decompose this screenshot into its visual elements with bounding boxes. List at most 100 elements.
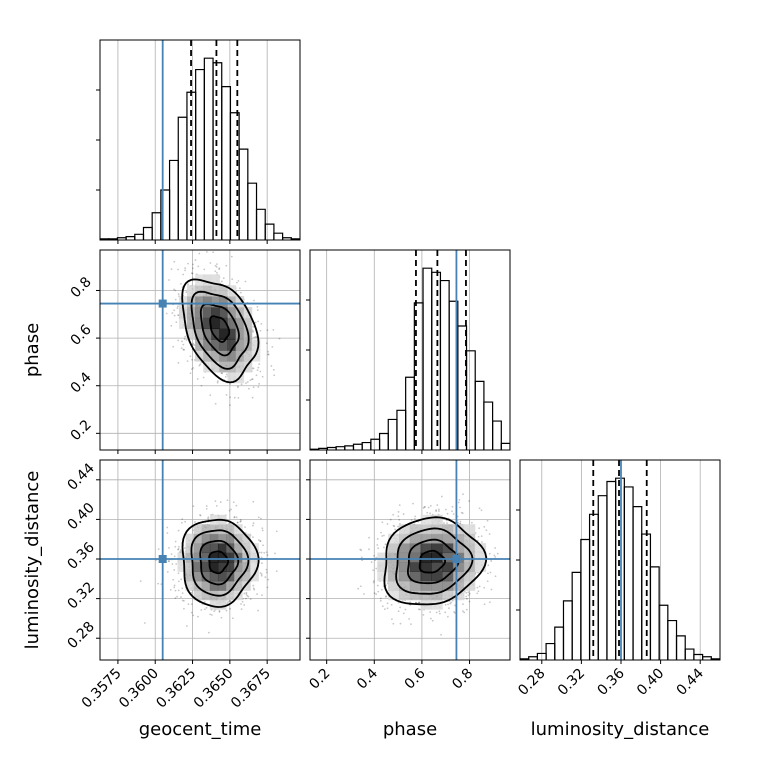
sample-point xyxy=(381,521,384,524)
density-cell xyxy=(219,328,228,340)
density-cell xyxy=(193,543,203,554)
sample-point xyxy=(230,508,232,511)
sample-point xyxy=(259,540,262,542)
sample-point xyxy=(214,270,217,273)
density-cell xyxy=(243,350,253,362)
sample-point xyxy=(252,325,255,328)
sample-point xyxy=(207,517,209,520)
sample-point xyxy=(181,592,184,595)
sample-point xyxy=(240,603,242,605)
sample-point xyxy=(248,387,250,390)
density-cell xyxy=(463,524,476,535)
sample-point xyxy=(436,504,439,506)
sample-point xyxy=(438,610,441,613)
sample-point xyxy=(229,383,231,385)
density-cell xyxy=(185,543,195,554)
sample-point xyxy=(243,604,246,606)
sample-point xyxy=(170,268,173,271)
sample-point xyxy=(427,506,430,509)
sample-point xyxy=(265,551,268,554)
sample-point xyxy=(448,607,450,609)
sample-point xyxy=(187,283,190,286)
sample-point xyxy=(218,610,221,612)
sample-point xyxy=(252,367,255,370)
density-cell xyxy=(431,590,443,601)
contour-line xyxy=(418,549,446,574)
density-cell xyxy=(242,533,251,544)
sample-point xyxy=(397,515,400,518)
sample-point xyxy=(429,504,432,507)
sample-point xyxy=(213,610,216,613)
sample-point xyxy=(477,571,479,574)
sample-point xyxy=(490,588,493,591)
sample-point xyxy=(233,516,236,518)
density-cell xyxy=(227,306,237,319)
density-cell xyxy=(242,580,251,591)
sample-point xyxy=(198,252,201,255)
sample-point xyxy=(376,538,379,540)
sample-point xyxy=(221,372,223,375)
sample-point xyxy=(422,613,425,616)
sample-point xyxy=(252,536,254,539)
density-cell xyxy=(388,561,400,572)
sample-point xyxy=(457,501,460,504)
hist-bar xyxy=(125,235,136,240)
density-cell xyxy=(219,339,228,351)
density-cell xyxy=(431,571,443,582)
density-cell xyxy=(211,361,220,373)
sample-point xyxy=(249,379,252,382)
sample-point xyxy=(238,287,241,290)
sample-point xyxy=(489,571,492,574)
sample-point xyxy=(182,343,185,346)
density-cell xyxy=(201,590,211,601)
sample-point xyxy=(252,584,255,587)
hist-bar xyxy=(203,57,214,240)
sample-point xyxy=(257,516,260,519)
density-cell xyxy=(420,533,432,544)
sample-point xyxy=(229,396,232,399)
panel-frame xyxy=(519,459,721,661)
density-cell xyxy=(227,371,237,384)
hist-bar xyxy=(606,480,617,660)
sample-point xyxy=(267,353,269,356)
density-cell xyxy=(388,533,400,544)
sample-point xyxy=(174,597,177,599)
hist-bar xyxy=(492,420,502,450)
hist-content xyxy=(520,460,720,660)
sample-point xyxy=(168,546,170,549)
sample-point xyxy=(207,516,210,519)
density-cell xyxy=(217,580,227,591)
density-cell xyxy=(185,561,195,572)
sample-point xyxy=(270,365,273,367)
density-cell xyxy=(185,580,195,591)
sample-point xyxy=(264,576,267,579)
density-cell xyxy=(217,561,227,572)
sample-point xyxy=(410,623,412,626)
sample-point xyxy=(249,598,252,601)
density-cell xyxy=(242,552,251,563)
sample-point xyxy=(456,521,459,524)
density-cell xyxy=(227,317,237,330)
sample-point xyxy=(389,518,392,521)
sample-point xyxy=(170,553,173,556)
sample-point xyxy=(359,585,362,588)
sample-point xyxy=(257,366,260,369)
sample-point xyxy=(435,510,438,513)
sample-point xyxy=(260,322,263,325)
sample-point xyxy=(462,493,464,496)
density-cell xyxy=(442,524,454,535)
hist-bar xyxy=(710,658,720,660)
sample-point xyxy=(192,263,194,266)
hist-bar xyxy=(431,271,442,450)
sample-point xyxy=(214,402,217,405)
sample-point xyxy=(454,604,456,607)
sample-point xyxy=(418,601,421,604)
sample-point xyxy=(252,500,255,503)
density-cell xyxy=(209,552,219,563)
sample-point xyxy=(252,522,255,525)
joint-content xyxy=(100,250,300,450)
sample-point xyxy=(490,560,493,562)
density-cell xyxy=(431,561,443,572)
